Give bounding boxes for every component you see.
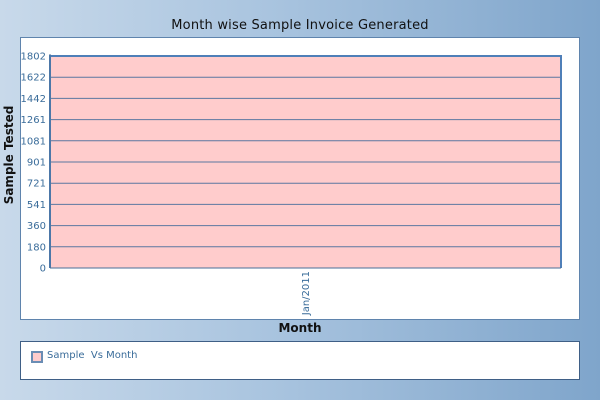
legend-entry-label: Sample Vs Month — [47, 350, 138, 361]
y-tick-label: 1081 — [21, 136, 46, 147]
x-tick-label: Jan/2011 — [301, 271, 312, 316]
y-tick-label: 1261 — [21, 115, 46, 126]
chart-title: Month wise Sample Invoice Generated — [171, 18, 429, 33]
y-tick-label: 1622 — [21, 73, 46, 84]
y-tick-label: 721 — [27, 179, 46, 190]
y-tick-label: 180 — [27, 242, 46, 253]
y-tick-label: 901 — [27, 158, 46, 169]
y-tick-label: 0 — [40, 264, 46, 275]
legend: Sample Vs Month — [20, 341, 580, 380]
y-tick-label: 1442 — [21, 94, 46, 105]
x-axis-label: Month — [278, 321, 322, 335]
y-tick-label: 1802 — [21, 52, 46, 63]
y-tick-label: 360 — [27, 221, 46, 232]
y-tick-label: 541 — [27, 200, 46, 211]
legend-swatch — [31, 351, 43, 363]
